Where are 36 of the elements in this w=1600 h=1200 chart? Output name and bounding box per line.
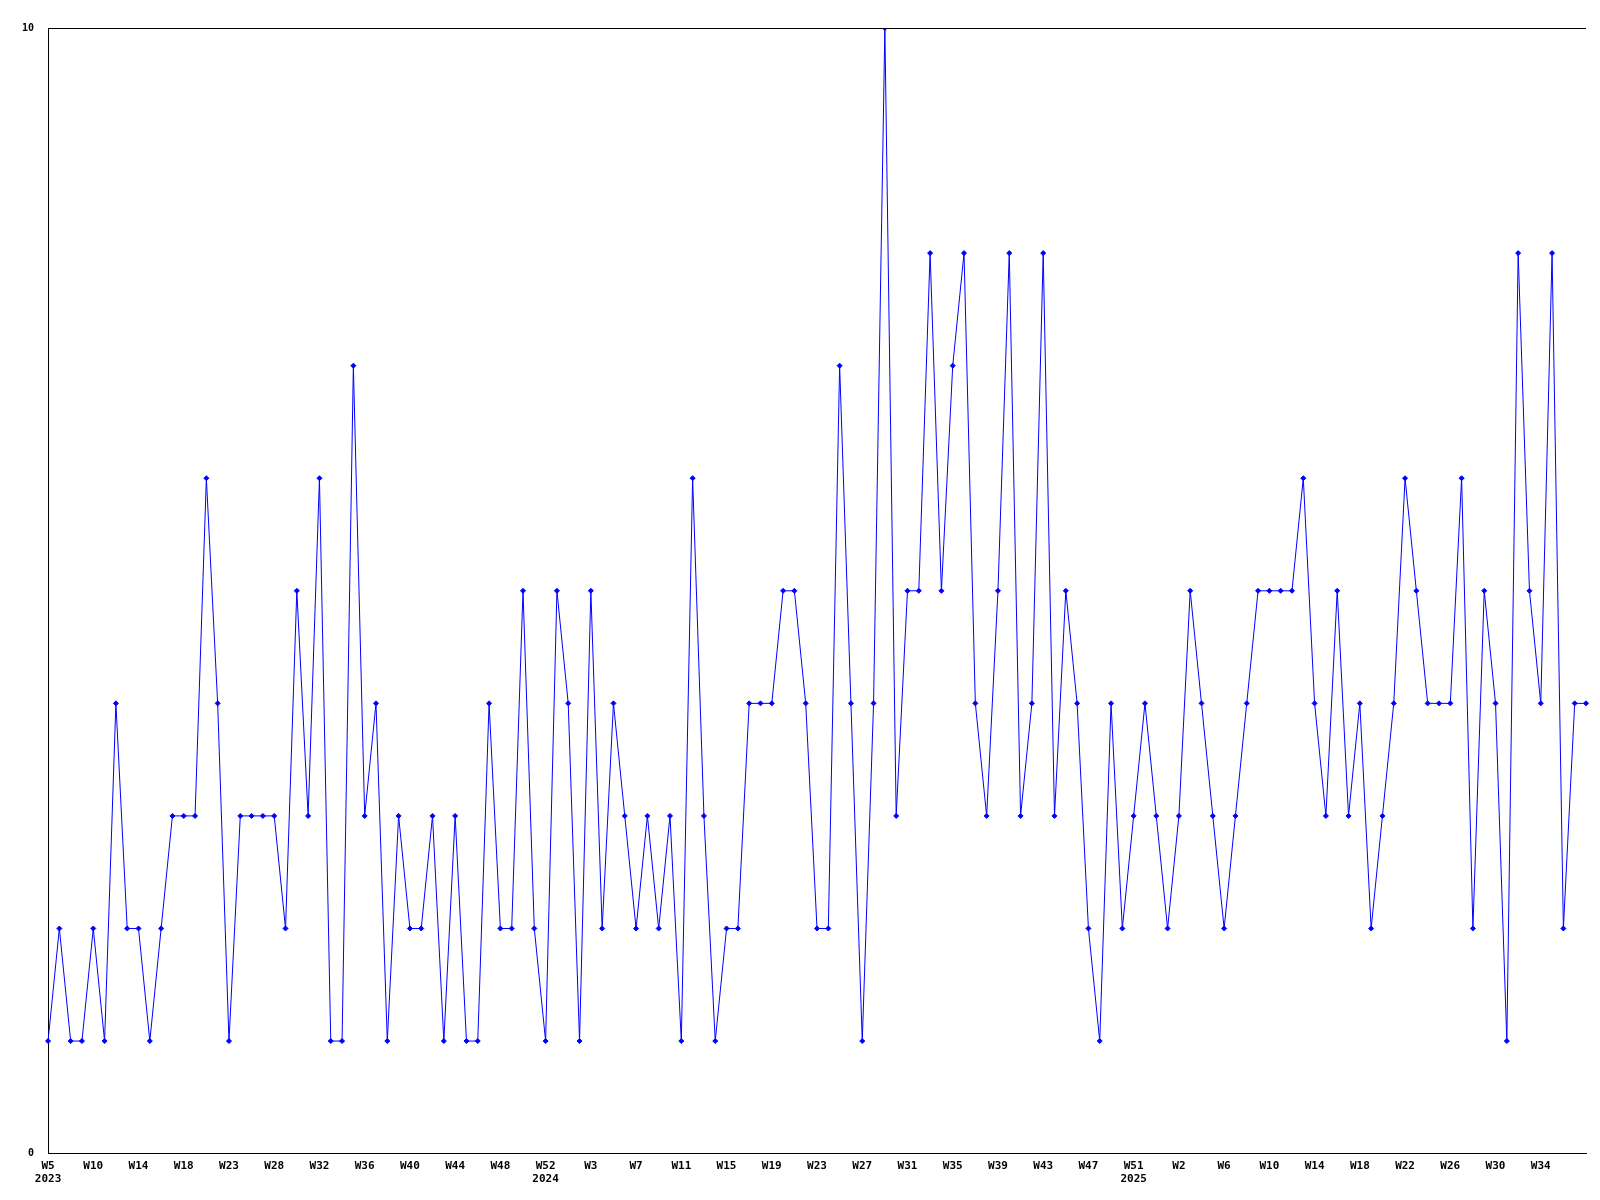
x-tick-label: W15 bbox=[716, 1159, 737, 1173]
x-tick-label: W11 bbox=[671, 1159, 692, 1173]
y-tick-label: 0 bbox=[28, 1147, 35, 1159]
y-tick-label: 10 bbox=[21, 21, 35, 33]
x-tick-label: W51 2025 bbox=[1120, 1159, 1147, 1186]
x-tick-label: W3 bbox=[584, 1159, 598, 1173]
x-tick-label: W2 bbox=[1172, 1159, 1186, 1173]
x-tick-label: W28 bbox=[264, 1159, 285, 1173]
x-tick-label: W52 2024 bbox=[532, 1159, 560, 1186]
x-tick-label: W35 bbox=[942, 1159, 963, 1173]
x-tick-label: W27 bbox=[852, 1159, 873, 1173]
x-tick-label: W10 bbox=[83, 1159, 104, 1173]
x-tick-label: W31 bbox=[897, 1159, 918, 1173]
x-tick-label: W36 bbox=[354, 1159, 375, 1173]
x-tick-label: W39 bbox=[988, 1159, 1008, 1173]
x-tick-label: W43 bbox=[1033, 1159, 1054, 1173]
x-tick-label: W30 bbox=[1485, 1159, 1506, 1173]
x-tick-label: W26 bbox=[1440, 1159, 1461, 1173]
x-tick-label: W40 bbox=[399, 1159, 420, 1173]
x-tick-label: W23 bbox=[807, 1159, 827, 1173]
x-tick-label: W18 bbox=[173, 1159, 194, 1173]
x-tick-label: W44 bbox=[445, 1159, 466, 1173]
x-tick-label: W19 bbox=[761, 1159, 782, 1173]
x-tick-label: W32 bbox=[309, 1159, 330, 1173]
x-tick-label: W10 bbox=[1259, 1159, 1280, 1173]
x-tick-label: W7 bbox=[629, 1159, 643, 1173]
x-tick-label: W34 bbox=[1530, 1159, 1552, 1173]
x-tick-label: W23 bbox=[219, 1159, 239, 1173]
x-tick-label: W48 bbox=[490, 1159, 511, 1173]
x-tick-label: W22 bbox=[1395, 1159, 1415, 1173]
x-tick-label: W6 bbox=[1217, 1159, 1232, 1173]
x-tick-label: W5 2023 bbox=[34, 1159, 62, 1186]
x-tick-label: W18 bbox=[1349, 1159, 1370, 1173]
x-tick-label: W14 bbox=[1304, 1159, 1325, 1173]
x-tick-label: W47 bbox=[1078, 1159, 1099, 1173]
x-tick-label: W14 bbox=[128, 1159, 149, 1173]
